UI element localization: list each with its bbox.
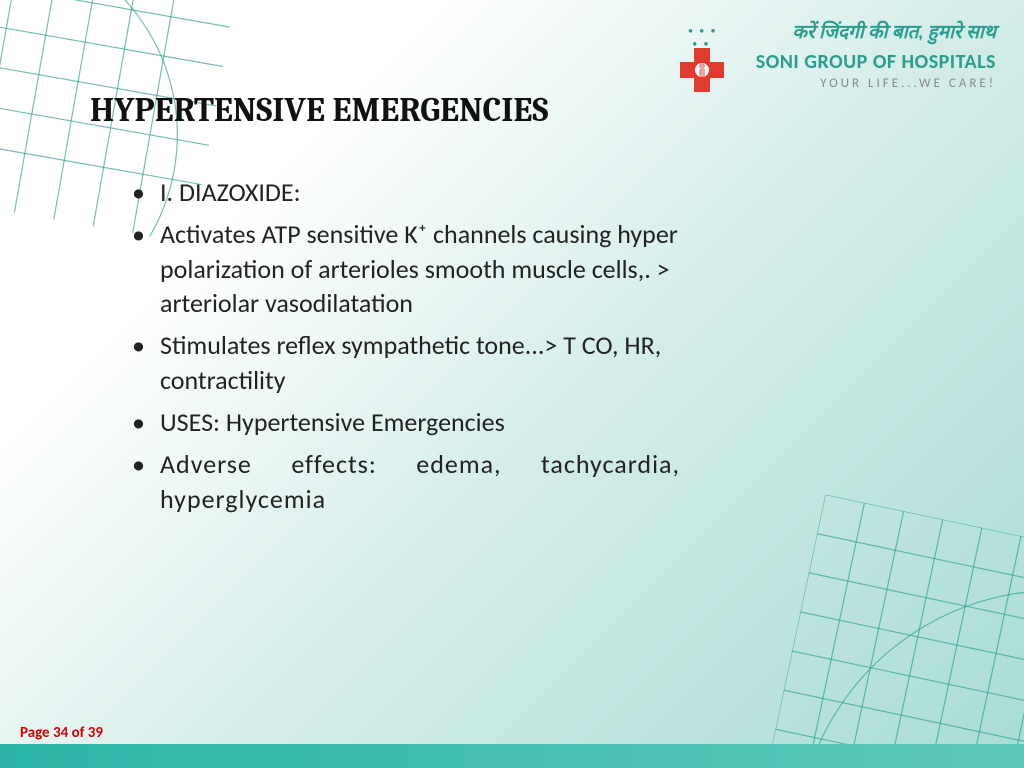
decor-grid-bottom-right: [751, 495, 1024, 768]
bullet-item: Stimulates reflex sympathetic tone...> T…: [120, 328, 680, 397]
bullet-text: USES: Hypertensive Emergencies: [160, 406, 505, 438]
bullet-item: Activates ATP sensitive K⁺ channels caus…: [120, 217, 680, 320]
logo-tagline-text: YOUR LIFE...WE CARE!: [820, 76, 996, 91]
logo-hindi-text: करें जिंदगी की बात, हुमारे साथ: [792, 18, 996, 44]
slide-title: HYPERTENSIVE EMERGENCIES: [90, 90, 548, 130]
hospital-logo: • • • • • करें जिंदगी की बात, हुमारे साथ…: [666, 18, 996, 128]
bullet-item: USES: Hypertensive Emergencies: [120, 405, 680, 439]
bullet-item: Adverse effects: edema, tachycardia, hyp…: [120, 447, 680, 516]
footer-accent-bar: [0, 744, 1024, 768]
logo-brand-text: SONI GROUP OF HOSPITALS: [756, 50, 996, 74]
slide-content: I. DIAZOXIDE: Activates ATP sensitive K⁺…: [120, 175, 680, 524]
bullet-item: I. DIAZOXIDE:: [120, 175, 680, 209]
slide: • • • • • करें जिंदगी की बात, हुमारे साथ…: [0, 0, 1024, 768]
bullet-text: I. DIAZOXIDE:: [160, 176, 301, 208]
page-number-label: Page 34 of 39: [20, 724, 103, 742]
bullet-text: Activates ATP sensitive K⁺ channels caus…: [160, 218, 678, 319]
bullet-text: Stimulates reflex sympathetic tone...> T…: [160, 329, 661, 395]
bullet-text: Adverse effects: edema, tachycardia, hyp…: [160, 448, 680, 514]
logo-cross-icon: [678, 46, 726, 94]
